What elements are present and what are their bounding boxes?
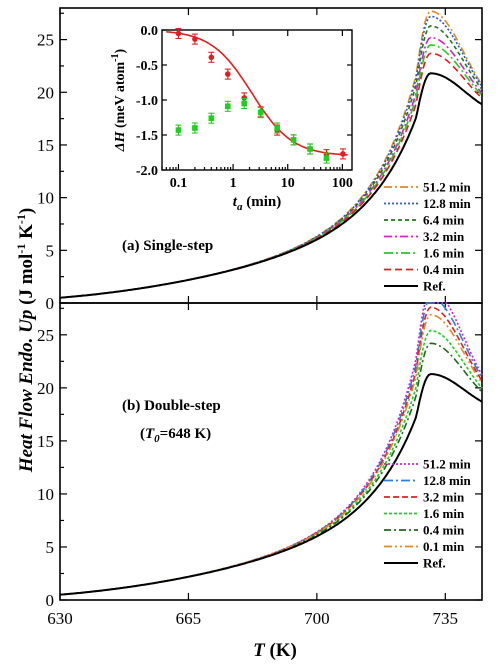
legend-label: 0.4 min	[423, 262, 465, 277]
legend-label: Ref.	[423, 556, 446, 571]
y-tick-label: 15	[37, 432, 54, 451]
y-tick-label: 0	[46, 294, 55, 313]
series-line-b-2	[59, 306, 483, 596]
inset-y-axis-title: ΔH (meV atom-1)	[110, 48, 128, 152]
inset-content: 0.0 -0.5 -1.0 -1.5 -2.0 0.1 1 10 100	[136, 24, 353, 191]
series-line-b-6	[59, 373, 483, 596]
inset-point-double-step	[192, 125, 198, 131]
y-tick-label: 15	[37, 136, 54, 155]
inset-point-double-step	[323, 155, 330, 161]
panel-a-series	[59, 10, 483, 299]
panel-a-annotation: (a) Single-step	[122, 238, 213, 254]
panel-b-annotation: (b) Double-step	[122, 398, 221, 414]
series-line-a-1	[59, 15, 483, 299]
inset-point-single-step	[208, 54, 215, 61]
inset-point-double-step	[290, 137, 297, 143]
inset-point-double-step	[175, 127, 182, 133]
x-tick-label: 735	[433, 609, 459, 628]
inset-point-double-step	[224, 103, 231, 110]
inset-point-single-step	[192, 36, 198, 42]
inset-point-double-step	[274, 125, 280, 131]
inset-x-axis-title: ta (min)	[233, 194, 281, 213]
legend-label: 3.2 min	[423, 490, 465, 505]
series-line-a-6	[59, 72, 483, 299]
series-line-b-5	[59, 313, 483, 596]
legend-label: 0.1 min	[423, 539, 465, 554]
inset-x-tick-label: 10	[281, 176, 295, 191]
x-tick-label: 665	[176, 609, 202, 628]
y-tick-label: 10	[37, 485, 54, 504]
x-tick-label: 630	[47, 609, 73, 628]
inset-point-double-step	[241, 100, 248, 107]
inset-point-single-step	[340, 151, 346, 157]
legend-label: 0.4 min	[423, 523, 465, 538]
series-line-b-4	[59, 342, 483, 596]
x-axis-title: T (K)	[253, 640, 297, 661]
legend-label: 12.8 min	[423, 196, 471, 211]
inset-point-single-step	[241, 95, 248, 101]
inset-y-tick-label: -2.0	[136, 164, 158, 179]
legend-label: 51.2 min	[423, 457, 471, 472]
inset-x-tick-label: 100	[332, 176, 353, 191]
series-line-b-0	[59, 302, 483, 596]
x-tick-label: 700	[304, 609, 330, 628]
y-tick-label: 25	[37, 326, 54, 345]
y-tick-label: 20	[37, 379, 54, 398]
y-tick-label: 0	[46, 591, 55, 610]
inset-point-double-step	[307, 146, 313, 152]
inset-y-tick-label: 0.0	[141, 24, 159, 39]
legend-label: 1.6 min	[423, 506, 465, 521]
y-tick-label: 10	[37, 189, 54, 208]
inset-y-tick-label: -0.5	[136, 59, 158, 74]
inset-y-tick-label: -1.0	[136, 94, 158, 109]
y-tick-label: 5	[46, 241, 55, 260]
legend-label: Ref.	[423, 279, 446, 294]
legend-label: 1.6 min	[423, 246, 465, 261]
inset-x-tick-label: 0.1	[170, 176, 188, 191]
legend-label: 3.2 min	[423, 229, 465, 244]
series-line-b-1	[59, 302, 483, 596]
inset-point-double-step	[208, 115, 215, 121]
inset-point-single-step	[175, 30, 182, 37]
y-tick-label: 5	[46, 538, 55, 557]
inset-y-tick-label: -1.5	[136, 129, 158, 144]
legend-label: 51.2 min	[423, 180, 471, 195]
panel-a-ticks: 0 5 10 15 20 25	[37, 8, 482, 313]
legend-label: 12.8 min	[423, 473, 471, 488]
panel-b-series	[59, 302, 483, 596]
panel-b-annotation-t0: (T0=648 K)	[140, 426, 211, 445]
legend-label: 6.4 min	[423, 213, 465, 228]
panel-b-frame	[59, 302, 483, 601]
panel-b-ticks: 0 5 10 15 20 25 630 665 700 735	[37, 303, 482, 628]
inset-point-single-step	[224, 71, 231, 77]
inset-point-double-step	[257, 109, 264, 116]
y-tick-label: 20	[37, 83, 54, 102]
y-axis-title: Heat Flow Endo. Up (J mol-1 K-1)	[14, 208, 37, 473]
y-tick-label: 25	[37, 31, 54, 50]
inset-x-tick-label: 1	[230, 176, 237, 191]
